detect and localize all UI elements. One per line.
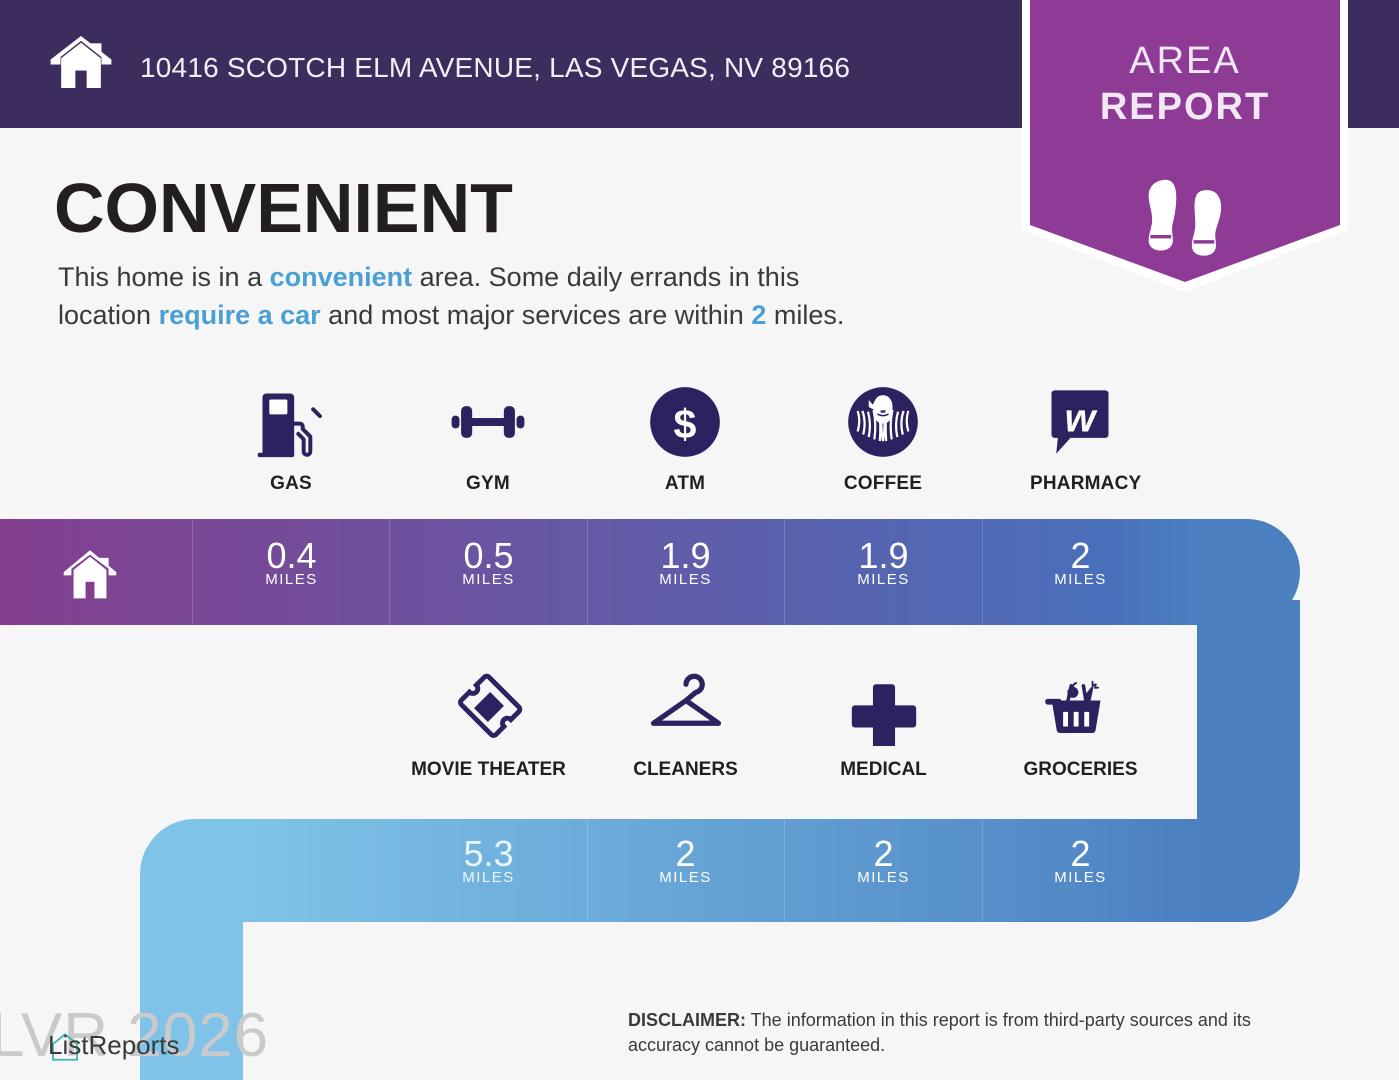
svg-text:w: w: [1065, 397, 1098, 441]
svg-text:$: $: [674, 401, 697, 447]
